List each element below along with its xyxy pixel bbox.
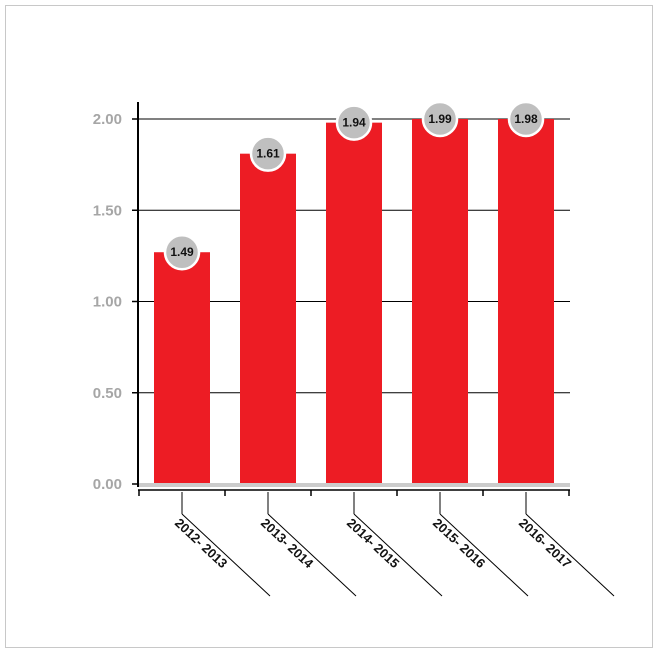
data-label-bubble: 1.49 <box>163 233 201 271</box>
bar <box>412 119 468 484</box>
x-tick-group: 2016- 2017 <box>516 492 615 597</box>
data-label-bubble: 1.61 <box>249 135 287 172</box>
y-tick-label: 0.50 <box>93 385 122 402</box>
data-label-bubble: 1.98 <box>507 100 545 138</box>
x-leader-diagonal <box>267 513 357 597</box>
x-leader-diagonal <box>525 513 615 597</box>
x-tick-group: 2013- 2014 <box>258 492 357 597</box>
x-leader-diagonal <box>181 513 271 597</box>
y-tick-labels: 0.00 0.50 1.00 1.50 2.00 <box>93 111 122 493</box>
data-label-bubble: 1.99 <box>421 100 459 138</box>
x-tick-group: 2012- 2013 <box>172 492 271 597</box>
x-leader-diagonal <box>439 513 529 597</box>
bubble-circle <box>249 135 287 172</box>
bubble-circle <box>421 100 459 138</box>
bar <box>240 153 296 485</box>
x-leader-diagonal <box>353 513 443 597</box>
bar <box>498 119 554 484</box>
y-tick-label: 2.00 <box>93 111 122 128</box>
x-tick-label: 2013- 2014 <box>258 515 317 571</box>
bubble-circle <box>335 104 373 141</box>
x-tick-group: 2015- 2016 <box>430 492 529 597</box>
axes <box>132 102 570 496</box>
x-tick-label: 2016- 2017 <box>516 515 574 571</box>
bubble-circle <box>507 100 545 138</box>
bars <box>154 119 554 485</box>
x-tick-label: 2014- 2015 <box>344 515 402 571</box>
x-tick-label: 2012- 2013 <box>172 515 230 571</box>
data-label: 1.61 <box>256 147 280 161</box>
data-labels: 1.49 1.61 1.94 1.99 1.98 <box>163 100 545 271</box>
bubble-circle <box>163 233 201 271</box>
x-tick-group: 2014- 2015 <box>344 492 443 597</box>
y-tick-label: 1.50 <box>93 202 122 219</box>
y-tick-label: 0.00 <box>93 476 122 493</box>
data-label-bubble: 1.94 <box>335 104 373 141</box>
data-label: 1.98 <box>514 112 538 126</box>
x-tick-labels: 2012- 2013 2013- 2014 2014- 2015 2015- 2016… <box>172 492 615 597</box>
bar <box>154 252 210 484</box>
y-tick-label: 1.00 <box>93 294 122 311</box>
data-label: 1.99 <box>428 112 452 126</box>
data-label: 1.94 <box>342 116 366 130</box>
x-tick-label: 2015- 2016 <box>430 515 488 571</box>
bar <box>326 122 382 485</box>
data-label: 1.49 <box>170 245 194 259</box>
